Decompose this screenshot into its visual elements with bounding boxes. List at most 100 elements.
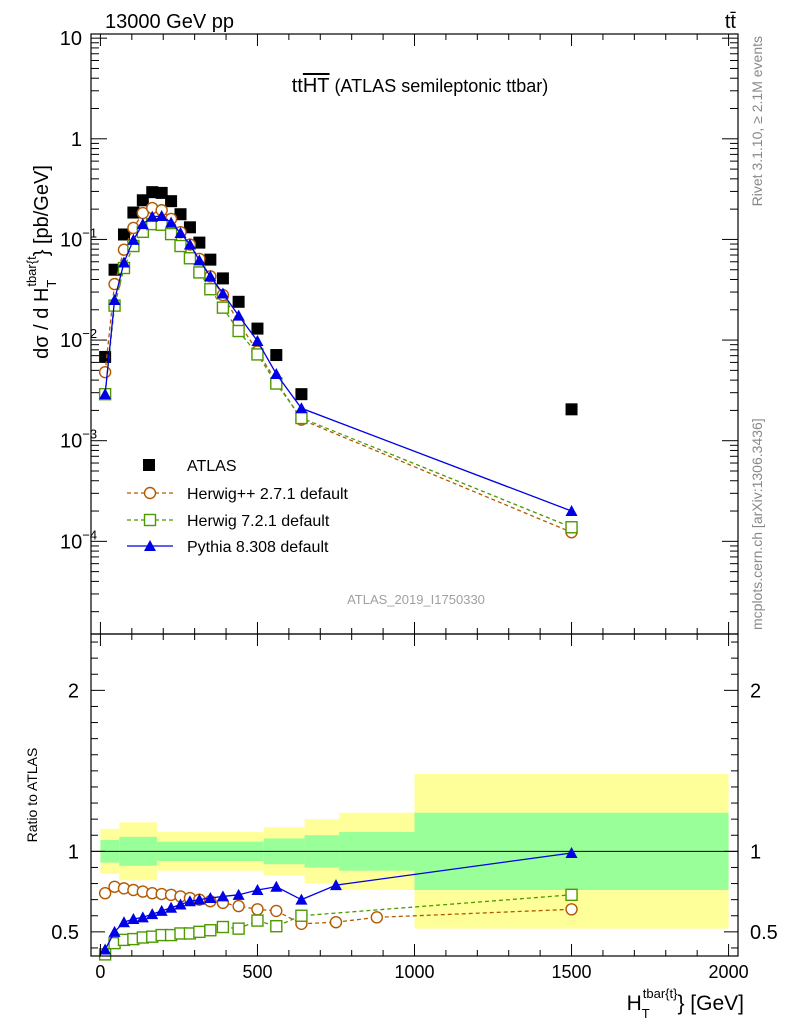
main-point-atlas bbox=[216, 272, 229, 285]
main-point-atlas bbox=[174, 208, 187, 221]
x-tick-label: 1500 bbox=[552, 962, 592, 982]
main-point-pythia-8-308-default bbox=[193, 254, 206, 266]
header-energy-label: 13000 GeV pp bbox=[105, 11, 234, 33]
main-point-atlas bbox=[232, 295, 245, 308]
ratio-point-herwig-2-7-1-default bbox=[270, 904, 283, 918]
legend: ATLAS Herwig++ 2.7.1 default Herwig 7.2.… bbox=[127, 458, 349, 556]
x-tick-label: 500 bbox=[242, 962, 272, 982]
main-point-herwig-2-7-1-default bbox=[98, 365, 112, 379]
ratio-point-pythia-8-308-default bbox=[193, 893, 206, 905]
y-tick-label: 10−2 bbox=[60, 326, 97, 352]
main-point-herwig-7-2-1-default bbox=[295, 411, 308, 425]
main-point-pythia-8-308-default bbox=[295, 402, 308, 414]
main-point-herwig-7-2-1-default bbox=[216, 301, 230, 314]
ratio-y-tick-label-left: 2 bbox=[68, 680, 79, 702]
main-point-atlas bbox=[193, 236, 206, 249]
legend-label-herwig7: Herwig 7.2.1 default bbox=[187, 513, 330, 530]
ylabel-sup: tbar{t bbox=[24, 256, 39, 287]
ratio-point-pythia-8-308-default bbox=[165, 901, 178, 913]
y-tick-label: 10−3 bbox=[60, 427, 97, 453]
title-main: tt bbox=[292, 75, 304, 97]
ratio-point-herwig-7-2-1-default bbox=[193, 925, 206, 939]
x-axis-label: HTtbar{t}} [GeV] bbox=[627, 986, 744, 1021]
legend-marker-pythia bbox=[144, 540, 156, 551]
main-point-pythia-8-308-default bbox=[232, 309, 245, 321]
main-point-pythia-8-308-default bbox=[204, 270, 217, 282]
main-point-atlas bbox=[136, 194, 149, 207]
title-overline: HT bbox=[303, 75, 330, 97]
ylabel-sub: T bbox=[44, 280, 59, 288]
legend-label-pythia: Pythia 8.308 default bbox=[187, 539, 329, 556]
ratio-point-herwig-7-2-1-default bbox=[251, 914, 264, 927]
xlabel-sup: tbar{t} bbox=[643, 986, 678, 1001]
main-point-atlas bbox=[270, 349, 283, 362]
ratio-point-herwig-2-7-1-default bbox=[232, 899, 245, 913]
y-tick-label: 1 bbox=[71, 129, 82, 151]
y-tick-label: 10−1 bbox=[60, 225, 97, 251]
ratio-point-pythia-8-308-default bbox=[117, 916, 130, 928]
title-rest: (ATLAS semileptonic ttbar) bbox=[330, 76, 549, 96]
ratio-point-herwig-7-2-1-default bbox=[295, 909, 308, 922]
main-point-pythia-8-308-default bbox=[117, 256, 130, 268]
ratio-point-pythia-8-308-default bbox=[136, 911, 149, 923]
ratio-point-pythia-8-308-default bbox=[155, 904, 168, 916]
ratio-point-pythia-8-308-default bbox=[216, 890, 229, 902]
legend-marker-herwig7 bbox=[143, 513, 157, 527]
main-point-pythia-8-308-default bbox=[270, 368, 283, 380]
plot-title: ttHT (ATLAS semileptonic ttbar) bbox=[292, 75, 549, 97]
ratio-point-herwig-2-7-1-default bbox=[329, 915, 343, 929]
main-point-pythia-8-308-default bbox=[108, 294, 121, 306]
y-tick-label: 10 bbox=[60, 28, 82, 50]
ratio-point-pythia-8-308-default bbox=[232, 888, 245, 900]
main-point-pythia-8-308-default bbox=[251, 334, 264, 346]
main-line-herwig-7-2-1-default bbox=[104, 223, 572, 528]
top-y-axis-label: dσ / d HTtbar{t} [pb/GeV] bbox=[24, 165, 59, 359]
xlabel-main: H bbox=[627, 992, 642, 1015]
ratio-point-herwig-7-2-1-default bbox=[232, 922, 245, 935]
ylabel-main: dσ / d H bbox=[31, 288, 53, 359]
ratio-point-herwig-7-2-1-default bbox=[565, 888, 578, 902]
main-point-herwig-7-2-1-default bbox=[193, 266, 206, 279]
main-point-atlas bbox=[127, 206, 140, 219]
main-point-atlas bbox=[165, 195, 178, 208]
x-tick-label: 2000 bbox=[709, 962, 749, 982]
y-tick-label: 10−4 bbox=[60, 527, 97, 553]
main-point-atlas bbox=[251, 322, 264, 335]
legend-label-atlas: ATLAS bbox=[187, 458, 237, 475]
main-line-pythia-8-308-default bbox=[104, 215, 572, 512]
ratio-point-pythia-8-308-default bbox=[565, 846, 578, 858]
mcplots-label: mcplots.cern.ch [arXiv:1306.3436] bbox=[749, 418, 765, 630]
main-point-herwig-7-2-1-default bbox=[174, 239, 187, 253]
ratio-point-pythia-8-308-default bbox=[174, 898, 187, 910]
main-point-atlas bbox=[204, 253, 217, 266]
ratio-y-tick-label-left: 1 bbox=[68, 841, 79, 863]
ratio-point-herwig-7-2-1-default bbox=[270, 920, 283, 933]
ratio-point-herwig-7-2-1-default bbox=[204, 924, 217, 937]
main-point-pythia-8-308-default bbox=[183, 238, 196, 250]
main-point-pythia-8-308-default bbox=[99, 388, 112, 400]
ratio-point-pythia-8-308-default bbox=[329, 879, 342, 891]
ylabel-tail: } [pb/GeV] bbox=[31, 165, 53, 256]
legend-label-herwigpp: Herwig++ 2.7.1 default bbox=[187, 486, 349, 503]
ratio-y-tick-label-right: 2 bbox=[750, 680, 761, 702]
main-point-atlas bbox=[146, 186, 159, 199]
x-tick-label: 0 bbox=[95, 962, 105, 982]
ratio-point-pythia-8-308-default bbox=[146, 908, 159, 920]
legend-marker-atlas bbox=[143, 459, 155, 471]
ratio-point-pythia-8-308-default bbox=[204, 892, 217, 904]
main-point-herwig-7-2-1-default bbox=[565, 521, 578, 534]
main-line-herwig-2-7-1-default bbox=[104, 207, 572, 533]
analysis-watermark: ATLAS_2019_I1750330 bbox=[347, 592, 485, 607]
ratio-point-pythia-8-308-default bbox=[295, 893, 308, 905]
ratio-point-pythia-8-308-default bbox=[99, 943, 112, 955]
main-point-atlas bbox=[183, 221, 196, 234]
xlabel-tail: } [GeV] bbox=[677, 992, 744, 1015]
main-point-pythia-8-308-default bbox=[155, 209, 168, 221]
main-point-herwig-7-2-1-default bbox=[251, 348, 264, 361]
main-point-herwig-7-2-1-default bbox=[164, 227, 178, 241]
main-point-atlas bbox=[565, 403, 578, 416]
ratio-point-pythia-8-308-default bbox=[127, 912, 140, 924]
ratio-point-herwig-2-7-1-default bbox=[251, 903, 264, 916]
main-point-pythia-8-308-default bbox=[565, 505, 578, 517]
